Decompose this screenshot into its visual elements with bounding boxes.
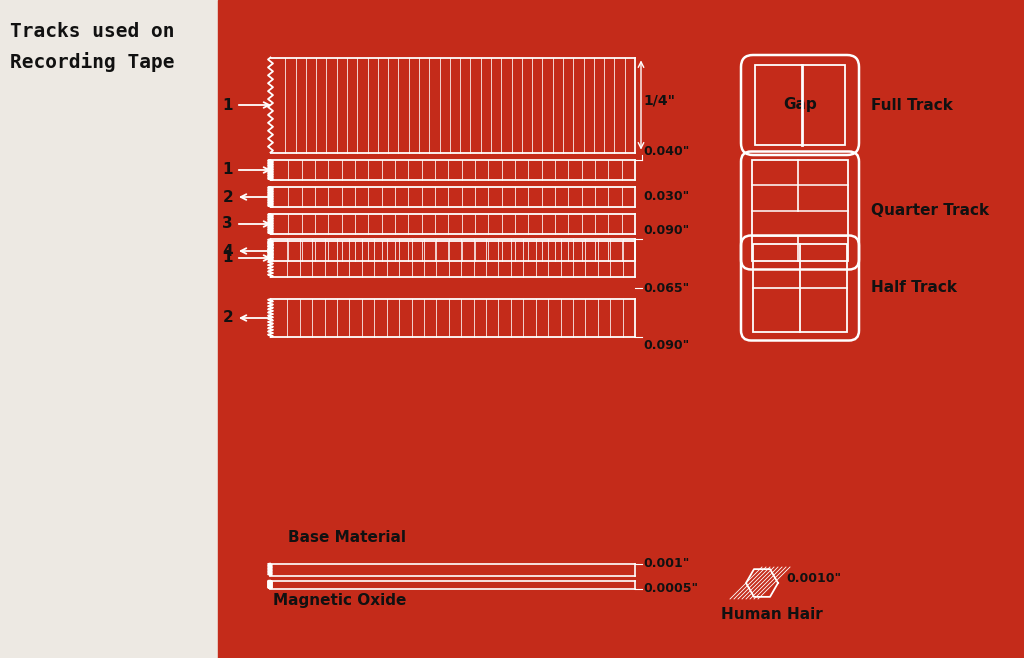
Text: 1: 1 bbox=[222, 97, 233, 113]
Text: Base Material: Base Material bbox=[288, 530, 406, 545]
Text: Magnetic Oxide: Magnetic Oxide bbox=[273, 594, 407, 609]
Text: 0.030": 0.030" bbox=[643, 191, 689, 203]
Text: Half Track: Half Track bbox=[871, 280, 957, 295]
Text: 0.090": 0.090" bbox=[643, 339, 689, 352]
Text: 4: 4 bbox=[222, 243, 233, 259]
Text: 0.090": 0.090" bbox=[643, 224, 689, 237]
Bar bbox=[753, 244, 847, 332]
Text: Recording Tape: Recording Tape bbox=[10, 52, 174, 72]
Text: 0.0010": 0.0010" bbox=[786, 572, 841, 586]
Text: 0.0005": 0.0005" bbox=[643, 582, 698, 595]
Text: Tracks used on: Tracks used on bbox=[10, 22, 174, 41]
Text: 1/4": 1/4" bbox=[643, 94, 675, 108]
Text: 2: 2 bbox=[222, 311, 233, 326]
Text: 2: 2 bbox=[222, 190, 233, 205]
Text: 0.065": 0.065" bbox=[643, 282, 689, 295]
Text: Human Hair: Human Hair bbox=[721, 607, 823, 622]
Text: 0.040": 0.040" bbox=[643, 145, 689, 158]
Text: Quarter Track: Quarter Track bbox=[871, 203, 989, 218]
Bar bbox=[218, 0, 1024, 658]
Bar bbox=[755, 65, 845, 145]
Text: 1: 1 bbox=[222, 163, 233, 178]
Text: 1: 1 bbox=[222, 251, 233, 265]
Bar bbox=[752, 160, 848, 261]
Text: 0.001": 0.001" bbox=[643, 557, 689, 570]
Text: Full Track: Full Track bbox=[871, 97, 953, 113]
Text: Gap: Gap bbox=[783, 97, 817, 113]
Bar bbox=[0, 0, 218, 658]
Text: 3: 3 bbox=[222, 216, 233, 232]
